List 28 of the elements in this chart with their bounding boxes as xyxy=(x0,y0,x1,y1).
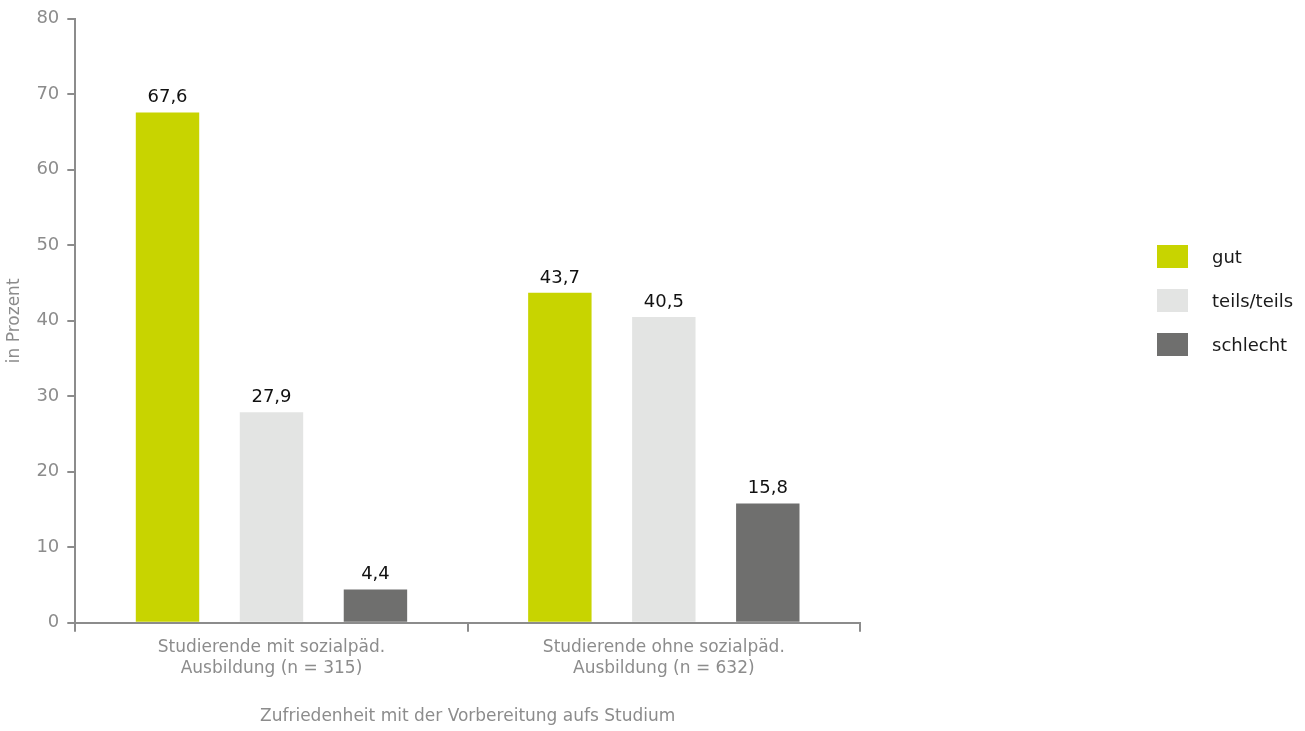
data-label: 15,8 xyxy=(747,476,788,498)
y-tick-label: 20 xyxy=(36,459,60,481)
y-tick-label: 40 xyxy=(36,308,60,330)
bar xyxy=(736,503,800,622)
y-tick-label: 10 xyxy=(36,534,60,556)
bar xyxy=(135,112,200,622)
data-label: 67,6 xyxy=(147,85,188,107)
y-axis-title: in Prozent xyxy=(2,278,23,364)
bar xyxy=(632,317,696,622)
legend-label: schlecht xyxy=(1212,333,1288,355)
data-label: 27,9 xyxy=(251,384,292,406)
data-label: 4,4 xyxy=(361,562,390,584)
y-tick-label: 30 xyxy=(36,383,60,405)
y-tick-label: 80 xyxy=(36,6,60,28)
bar xyxy=(528,292,592,622)
data-label: 40,5 xyxy=(643,289,684,311)
y-tick-label: 50 xyxy=(36,232,60,254)
y-tick-label: 70 xyxy=(36,81,60,103)
x-axis-title: Zufriedenheit mit der Vorbereitung aufs Studium xyxy=(260,705,676,726)
data-label: 43,7 xyxy=(539,265,580,287)
bar xyxy=(239,412,304,622)
x-tick-label: Studierende mit sozialpäd. Ausbildung (n = 315) xyxy=(157,636,386,677)
legend-label: teils/teils xyxy=(1212,289,1294,311)
y-tick-label: 60 xyxy=(36,157,60,179)
bar xyxy=(343,589,408,622)
legend-label: gut xyxy=(1212,245,1242,267)
y-tick-label: 0 xyxy=(47,610,60,632)
x-tick-label: Studierende ohne sozialpäd. Ausbildung (n = 632) xyxy=(542,636,785,677)
